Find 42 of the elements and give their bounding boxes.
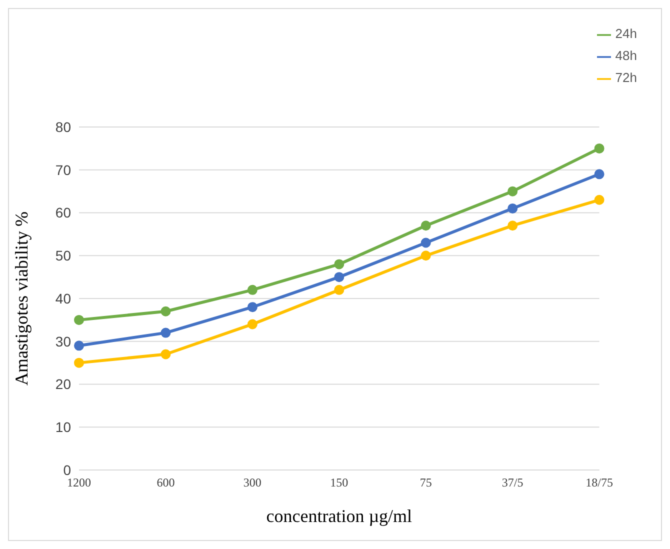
x-tick-label: 37/5 xyxy=(502,476,524,490)
point xyxy=(247,284,258,295)
point xyxy=(160,349,171,360)
y-axis-title: Amastigotes viability % xyxy=(11,212,32,386)
x-tick-label: 75 xyxy=(420,476,432,490)
point xyxy=(508,203,518,214)
y-tick-label: 20 xyxy=(55,376,72,392)
x-tick-label: 1200 xyxy=(67,476,91,490)
y-tick-label: 60 xyxy=(55,204,72,221)
point xyxy=(74,314,84,325)
legend-label: 24h xyxy=(615,26,637,41)
x-axis-title: concentration µg/ml xyxy=(266,506,412,526)
point xyxy=(74,340,84,351)
point xyxy=(594,194,604,205)
point xyxy=(420,220,431,231)
point xyxy=(334,259,344,270)
point xyxy=(160,328,171,338)
point xyxy=(420,238,431,248)
point xyxy=(160,306,171,316)
x-tick-label: 18/75 xyxy=(586,476,613,490)
point xyxy=(508,220,518,231)
legend-label: 48h xyxy=(615,48,637,63)
x-tick-label: 600 xyxy=(156,476,175,490)
y-tick-label: 80 xyxy=(55,118,72,135)
y-tick-label: 10 xyxy=(55,419,72,436)
x-tick-label: 150 xyxy=(330,476,348,490)
x-tick-label: 300 xyxy=(243,476,262,490)
point xyxy=(247,319,258,330)
y-tick-label: 0 xyxy=(63,462,72,478)
point xyxy=(247,302,258,312)
point xyxy=(420,250,431,261)
point xyxy=(594,143,604,154)
point xyxy=(74,358,84,368)
point xyxy=(334,272,344,282)
y-tick-label: 50 xyxy=(55,248,72,264)
point xyxy=(334,284,344,295)
y-tick-label: 30 xyxy=(55,333,72,350)
point xyxy=(508,186,518,196)
y-tick-label: 40 xyxy=(55,290,72,306)
point xyxy=(594,169,604,180)
legend-label: 72h xyxy=(615,70,637,85)
y-tick-label: 70 xyxy=(55,162,72,178)
